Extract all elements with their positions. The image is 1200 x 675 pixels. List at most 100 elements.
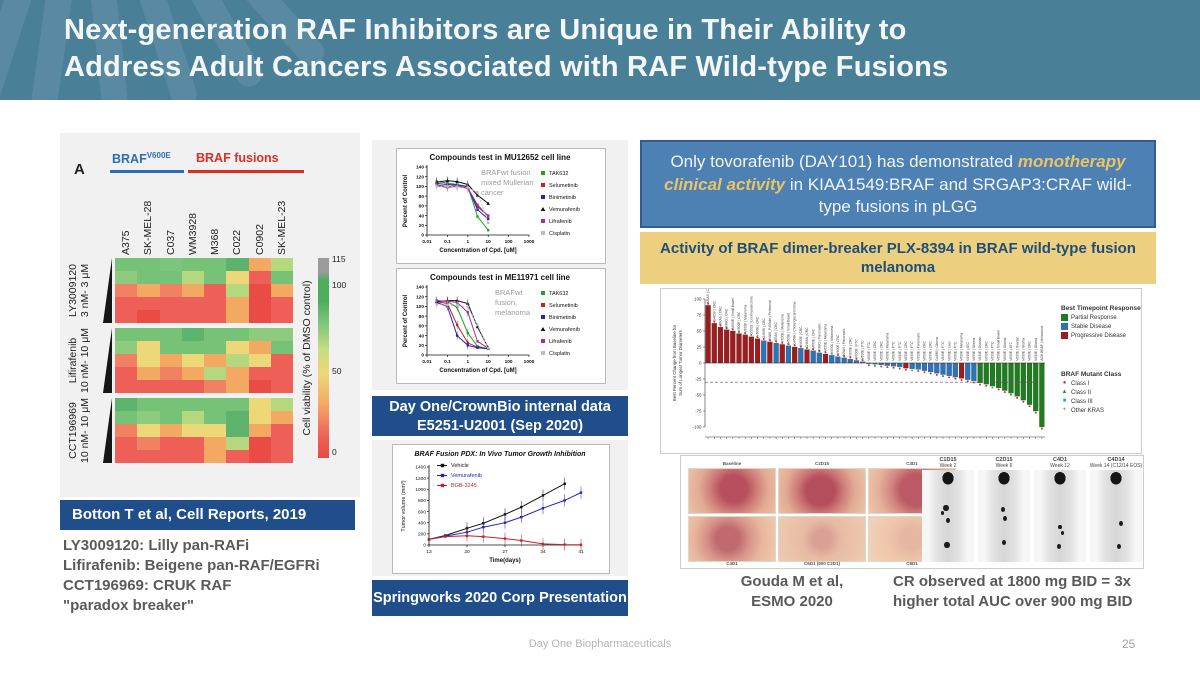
svg-text:V600E | PTC: V600E | PTC: [855, 338, 859, 358]
svg-text:BRAF Fusion PDX: In Vivo Tumor: BRAF Fusion PDX: In Vivo Tumor Growth In…: [414, 451, 585, 458]
svg-text:V600E | PTC: V600E | PTC: [953, 341, 957, 361]
svg-text:Binimetinib: Binimetinib: [549, 195, 576, 201]
heatmap-cell: [181, 284, 204, 297]
svg-text:Vemurafenib: Vemurafenib: [549, 207, 580, 213]
heatmap-cell: [115, 297, 138, 310]
heatmap-column-label: SK-MEL-28: [142, 200, 155, 255]
svg-text:0: 0: [423, 543, 426, 549]
svg-text:V600E | PTC: V600E | PTC: [941, 341, 945, 361]
colorbar-tick-0: 0: [332, 447, 337, 457]
svg-text:V600E | Melanoma: V600E | Melanoma: [824, 324, 828, 352]
svg-text:V600L | Melanoma: V600L | Melanoma: [830, 325, 834, 353]
svg-text:V600E | CRC: V600E | CRC: [929, 340, 933, 360]
svg-text:V600E | PTC: V600E | PTC: [867, 341, 871, 361]
colorbar-axis-label: Cell viability (% of DMSO control): [301, 280, 313, 436]
svg-text:G466A | CRC: G466A | CRC: [805, 327, 809, 348]
gouda-citation-line1: Gouda M et al,: [740, 573, 844, 590]
svg-text:20: 20: [419, 223, 425, 229]
gouda-citation-line2: ESMO 2020: [751, 593, 833, 610]
svg-text:100: 100: [694, 297, 702, 302]
svg-text:V600E | CRC: V600E | CRC: [904, 340, 908, 360]
heatmap-column-label: C0902: [253, 224, 266, 255]
heatmap-cell: [115, 380, 138, 393]
legend-item: Partial Response: [1061, 314, 1141, 321]
svg-text:600: 600: [418, 509, 426, 515]
heatmap-cell: [226, 424, 249, 437]
svg-text:Concentration of Cpd. [uM]: Concentration of Cpd. [uM]: [439, 368, 516, 374]
svg-text:120: 120: [416, 294, 424, 300]
svg-text:G469V | CRC: G469V | CRC: [712, 300, 716, 321]
photo-caption: C3D1: [906, 461, 918, 466]
heatmap-cell: [248, 310, 271, 323]
heatmap-cell: [248, 258, 271, 271]
heatmap-cell: [204, 258, 227, 271]
svg-text:V600E | ATC: V600E | ATC: [1009, 341, 1013, 360]
heatmap-cell: [137, 341, 160, 354]
svg-text:V600E | Melanoma: V600E | Melanoma: [780, 314, 784, 342]
braf-fusions-group-label: BRAF fusions: [196, 151, 279, 165]
svg-text:20: 20: [464, 549, 470, 555]
response-legend: Best Timepoint Response Partial Response…: [1061, 305, 1141, 339]
pet-scan-image: [978, 470, 1030, 562]
heatmap-cell: [115, 354, 138, 367]
pdx-growth-panel: BRAF Fusion PDX: In Vivo Tumor Growth In…: [372, 440, 628, 576]
footer-company: Day One Biopharmaceuticals: [528, 638, 672, 650]
heatmap-cell: [115, 424, 138, 437]
heatmap-cell: [159, 437, 182, 450]
legend-item: Stable Disease: [1061, 323, 1141, 330]
svg-text:V600E | Small Bowel: V600E | Small Bowel: [997, 330, 1001, 361]
svg-text:0: 0: [421, 353, 424, 359]
heatmap-cell: [181, 367, 204, 380]
svg-text:V600E | Glioma: V600E | Glioma: [1003, 338, 1007, 361]
dose-gradient-wedge: [103, 398, 112, 463]
svg-text:V600E | PTC: V600E | PTC: [892, 341, 896, 361]
svg-text:80: 80: [419, 194, 425, 200]
pet-scan-image: [1090, 470, 1142, 562]
svg-text:V600E | ATC: V600E | ATC: [966, 341, 970, 360]
svg-text:KRAS | CRC: KRAS | CRC: [706, 289, 710, 303]
heatmap-cell: [181, 310, 204, 323]
svg-text:1: 1: [466, 239, 469, 245]
svg-text:KRAS | CRC: KRAS | CRC: [774, 322, 778, 341]
svg-text:V600E | CRC: V600E | CRC: [1028, 340, 1032, 360]
heatmap-cell: [115, 411, 138, 424]
photo-caption: C6D1 (900 C2D1): [803, 561, 840, 566]
heatmap-cell: [159, 284, 182, 297]
svg-text:0: 0: [421, 233, 424, 239]
svg-text:1000: 1000: [524, 239, 535, 245]
heatmap-cell: [248, 398, 271, 411]
heatmap-cell: [159, 411, 182, 424]
note-paradox-breaker: "paradox breaker": [63, 597, 194, 614]
heatmap-cell: [181, 258, 204, 271]
svg-text:AGK:BRAF | Melanoma: AGK:BRAF | Melanoma: [1040, 326, 1044, 361]
pdx-growth-chart: BRAF Fusion PDX: In Vivo Tumor Growth In…: [401, 451, 586, 564]
heatmap-cell: [270, 341, 293, 354]
svg-text:200: 200: [418, 532, 426, 538]
heatmap-cell: [115, 258, 138, 271]
colorbar-tick-115: 115: [332, 254, 346, 264]
svg-text:120: 120: [416, 174, 424, 180]
pet-scan-image: [922, 470, 974, 562]
svg-text:V600E | Glioma: V600E | Glioma: [1034, 338, 1038, 361]
braf-v600e-group-label: BRAFV600E: [112, 151, 171, 166]
heatmap-cell: [248, 354, 271, 367]
heatmap-cell: [137, 271, 160, 284]
svg-text:-75: -75: [695, 409, 702, 414]
heatmap-cell: [204, 354, 227, 367]
svg-text:Binimetinib: Binimetinib: [549, 315, 576, 321]
pet-scan-caption: C2D15 Week 6: [995, 457, 1013, 469]
heatmap-cell: [137, 367, 160, 380]
svg-text:TAK632: TAK632: [549, 291, 568, 297]
svg-text:TAK632: TAK632: [549, 171, 568, 177]
svg-text:-25: -25: [695, 377, 702, 382]
dose-response-panel: Compounds test in MU12652 cell line BRAFw…: [372, 140, 628, 390]
heatmap-cell: [270, 310, 293, 323]
svg-text:Time(days): Time(days): [489, 558, 521, 564]
svg-text:V600E | CRC: V600E | CRC: [756, 316, 760, 336]
svg-text:Lifrafenib: Lifrafenib: [549, 339, 572, 345]
photo-caption: C4D1: [726, 561, 738, 566]
svg-text:Tumor volume (mm³): Tumor volume (mm³): [401, 480, 407, 531]
heatmap-cell: [248, 437, 271, 450]
svg-text:400: 400: [418, 520, 426, 526]
